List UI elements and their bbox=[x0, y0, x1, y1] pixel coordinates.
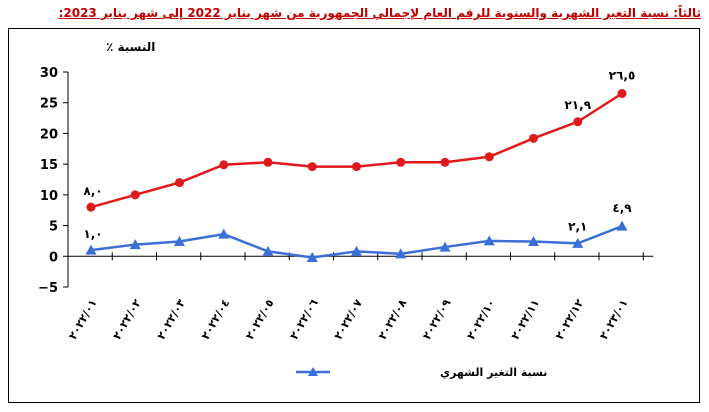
legend-marker bbox=[308, 367, 318, 376]
legend-label: نسبة التغير الشهري bbox=[440, 366, 547, 379]
y-tick-label: 0 bbox=[49, 250, 58, 265]
data-label: ٢١,٩ bbox=[564, 98, 591, 112]
data-point bbox=[351, 245, 362, 256]
data-point bbox=[352, 162, 361, 172]
data-point bbox=[528, 236, 539, 247]
data-point bbox=[529, 133, 538, 143]
data-point bbox=[219, 160, 229, 170]
data-point bbox=[262, 245, 274, 256]
data-point bbox=[396, 157, 406, 167]
data-point bbox=[175, 178, 184, 188]
data-point bbox=[483, 235, 495, 246]
y-tick-label: 15 bbox=[40, 158, 58, 173]
y-tick-label: 10 bbox=[40, 189, 58, 204]
data-label: ٨,٠ bbox=[83, 184, 102, 198]
data-label: ٢,١ bbox=[568, 219, 587, 233]
data-point bbox=[86, 202, 96, 212]
x-tick-label: ٢٠٢٢/١١ bbox=[509, 297, 542, 342]
data-point bbox=[129, 239, 141, 250]
x-tick-label: ٢٠٢٢/٠٤ bbox=[199, 297, 232, 342]
y-tick-label: 5 bbox=[49, 220, 58, 235]
y-tick-label: 30 bbox=[40, 66, 58, 81]
data-label: ٢٦,٥ bbox=[609, 69, 636, 83]
data-point bbox=[572, 237, 584, 248]
y-tick-label: 20 bbox=[40, 127, 58, 142]
series-line bbox=[90, 92, 623, 209]
x-tick-label: ٢٠٢٢/٠٢ bbox=[110, 297, 144, 342]
x-tick-label: ٢٠٢٢/٠٨ bbox=[376, 297, 410, 342]
data-point bbox=[307, 162, 317, 172]
chart-title: ثالثاً: نسبة التغير الشهرية والسنوية للر… bbox=[58, 6, 701, 20]
data-point bbox=[573, 117, 583, 127]
data-point bbox=[218, 228, 230, 239]
data-point bbox=[85, 244, 97, 255]
x-tick-label: ٢٠٢٢/٠٩ bbox=[420, 297, 454, 342]
data-point bbox=[484, 152, 494, 162]
data-label: ٤,٩ bbox=[612, 201, 632, 215]
data-point bbox=[306, 252, 318, 263]
x-tick-label: ٢٠٢٢/٠١ bbox=[66, 297, 99, 342]
data-point bbox=[130, 190, 140, 200]
y-tick-label: −5 bbox=[38, 281, 58, 296]
chart-frame bbox=[8, 28, 700, 403]
data-label: ١,٠ bbox=[83, 227, 102, 241]
x-tick-label: ٢٠٢٢/١٢ bbox=[553, 297, 587, 342]
data-point bbox=[616, 220, 628, 231]
data-point bbox=[439, 241, 451, 252]
data-point bbox=[263, 157, 273, 167]
data-point bbox=[395, 248, 407, 259]
x-tick-label: ٢٠٢٢/٠٦ bbox=[287, 297, 321, 342]
y-axis-label: النسبة ٪ bbox=[106, 40, 155, 54]
data-point bbox=[174, 236, 185, 247]
y-tick-label: 25 bbox=[40, 97, 58, 112]
data-point bbox=[617, 89, 627, 98]
x-tick-label: ٢٠٢٢/٠٣ bbox=[155, 297, 189, 342]
x-tick-label: ٢٠٢٣/٠١ bbox=[597, 297, 630, 342]
x-tick-label: ٢٠٢٢/٠٧ bbox=[332, 297, 366, 342]
x-tick-label: ٢٠٢٢/٠٥ bbox=[243, 297, 277, 342]
x-tick-label: ٢٠٢٢/١٠ bbox=[464, 297, 497, 342]
data-point bbox=[440, 157, 450, 167]
